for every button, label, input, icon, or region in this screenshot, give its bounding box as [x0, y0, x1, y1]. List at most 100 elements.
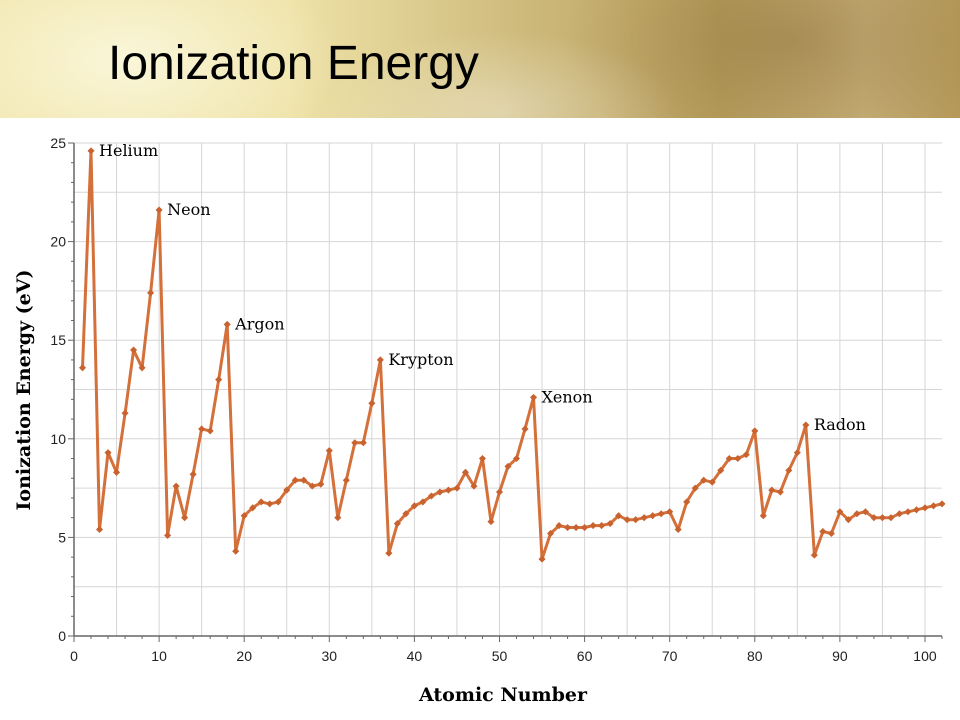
data-point-marker — [887, 514, 895, 522]
data-point-marker — [470, 482, 478, 490]
x-tick-label: 80 — [747, 648, 763, 664]
data-point-marker — [130, 346, 138, 354]
data-point-marker — [113, 468, 121, 476]
data-point-marker — [836, 508, 844, 516]
y-tick-label: 0 — [58, 628, 66, 644]
data-point-marker — [674, 525, 682, 534]
data-point-marker — [181, 514, 189, 522]
data-point-marker — [657, 510, 665, 518]
data-point-marker — [708, 478, 716, 486]
banner-decoration — [0, 0, 340, 118]
data-point-marker — [283, 486, 291, 494]
data-point-marker — [461, 468, 469, 476]
data-point-marker — [487, 518, 495, 526]
data-point-marker — [904, 508, 912, 516]
y-tick-label: 10 — [50, 431, 66, 447]
data-point-marker — [785, 466, 793, 474]
data-point-marker — [138, 364, 146, 372]
data-point-marker — [759, 512, 767, 520]
data-point-marker — [606, 520, 614, 528]
data-point-marker — [266, 500, 274, 508]
element-label-argon: Argon — [234, 314, 284, 333]
data-point-marker — [504, 462, 512, 470]
data-point-marker — [581, 524, 589, 532]
data-point-marker — [929, 502, 938, 510]
data-point-marker — [291, 476, 299, 484]
data-point-marker — [683, 498, 691, 506]
y-axis-label: Ionization Energy (eV) — [13, 270, 35, 511]
data-point-marker — [853, 510, 861, 518]
data-point-marker — [376, 356, 384, 364]
data-point-marker — [189, 470, 197, 478]
data-point-marker — [300, 476, 308, 484]
data-point-marker — [802, 421, 810, 429]
title-banner — [0, 0, 960, 118]
data-point-marker — [419, 498, 427, 506]
series-line — [81, 149, 943, 561]
data-point-marker — [410, 502, 418, 510]
element-label-krypton: Krypton — [388, 350, 453, 369]
data-point-marker — [453, 484, 461, 492]
data-point-marker — [249, 504, 257, 512]
data-point-marker — [427, 492, 435, 500]
data-point-marker — [547, 529, 555, 537]
y-tick-label: 20 — [50, 234, 66, 250]
data-point-marker — [623, 516, 631, 524]
element-annotations: Helium Neon Argon Krypton Xenon Radon — [99, 141, 866, 434]
data-point-marker — [895, 510, 903, 518]
data-point-marker — [368, 399, 376, 407]
data-point-marker — [768, 486, 776, 494]
element-label-neon: Neon — [167, 200, 210, 219]
data-point-marker — [121, 409, 129, 417]
data-point-marker — [938, 500, 946, 508]
data-point-marker — [155, 206, 163, 214]
data-point-marker — [640, 514, 648, 522]
data-point-marker — [385, 549, 393, 557]
x-tick-label: 90 — [832, 648, 848, 664]
x-tick-label: 60 — [577, 648, 593, 664]
data-point-marker — [742, 451, 750, 459]
data-point-marker — [512, 454, 521, 463]
x-tick-label: 40 — [407, 648, 423, 664]
axes — [68, 142, 943, 642]
data-point-marker — [104, 449, 112, 457]
x-tick-label: 100 — [913, 648, 937, 664]
data-point-marker — [317, 480, 325, 488]
data-point-marker — [87, 147, 95, 155]
data-point-marker — [402, 510, 410, 518]
data-point-marker — [342, 476, 350, 484]
data-point-marker — [725, 454, 733, 463]
y-tick-label: 25 — [50, 135, 66, 151]
element-label-xenon: Xenon — [542, 387, 593, 406]
banner-decoration — [560, 0, 960, 118]
y-tick-labels: 0 5 10 15 20 25 — [50, 135, 66, 644]
data-point-marker — [478, 454, 487, 463]
data-point-marker — [649, 512, 657, 520]
ionization-energy-chart: 0 5 10 15 20 25 0 10 20 30 40 50 60 70 80 90 100 Helium… — [13, 135, 946, 706]
data-point-marker — [734, 454, 742, 463]
data-point-marker — [274, 498, 282, 506]
x-tick-label: 30 — [322, 648, 338, 664]
element-label-radon: Radon — [814, 415, 866, 434]
data-point-marker — [393, 520, 401, 528]
y-tick-label: 5 — [58, 529, 66, 545]
data-point-marker — [444, 486, 452, 494]
data-point-marker — [615, 512, 623, 520]
grid-lines — [74, 142, 942, 636]
data-point-marker — [912, 506, 921, 514]
data-point-marker — [589, 522, 597, 530]
data-point-marker — [921, 504, 929, 512]
data-point-marker — [793, 449, 801, 457]
data-point-marker — [598, 522, 606, 530]
x-axis-label: Atomic Number — [418, 684, 588, 706]
data-point-marker — [172, 482, 180, 490]
data-point-marker — [819, 527, 827, 536]
data-point-marker — [776, 488, 784, 496]
data-point-marker — [521, 425, 529, 433]
data-point-marker — [436, 488, 444, 496]
data-point-marker — [810, 551, 818, 559]
data-point-marker — [240, 512, 248, 520]
data-point-marker — [861, 508, 869, 516]
data-point-marker — [529, 393, 538, 401]
x-tick-label: 0 — [70, 648, 78, 664]
